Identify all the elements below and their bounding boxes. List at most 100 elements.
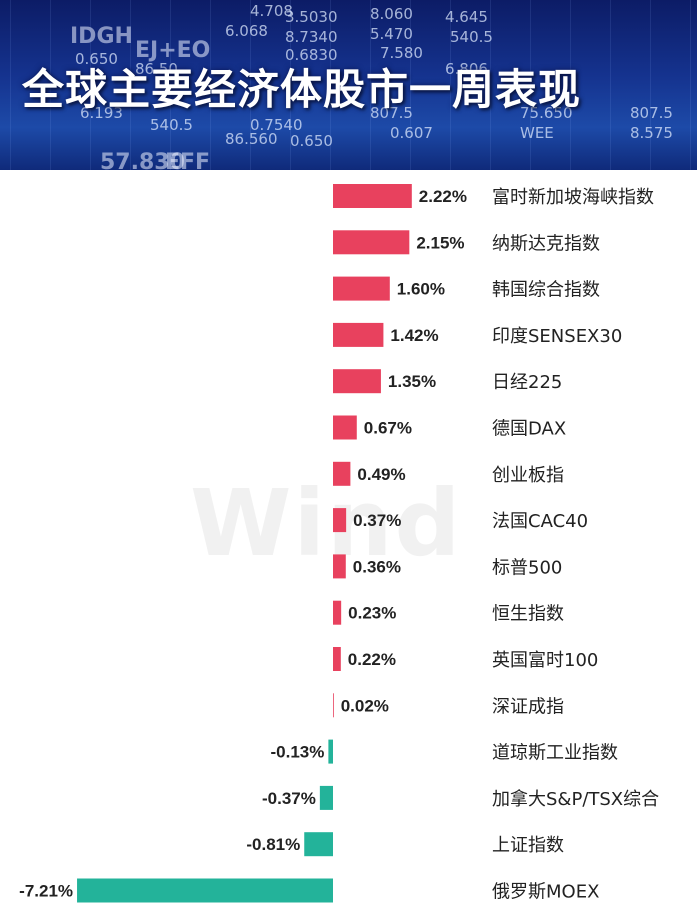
data-label: -7.21% — [19, 882, 73, 901]
bar — [333, 693, 334, 718]
grid-line — [410, 0, 411, 170]
wind-watermark: Wind — [190, 470, 463, 577]
bar — [333, 415, 357, 440]
category-label: 创业板指 — [492, 465, 564, 486]
grid-line — [130, 0, 131, 170]
grid-line — [90, 0, 91, 170]
bar — [333, 184, 412, 208]
data-label: -0.13% — [271, 743, 325, 762]
ticker-number: EJ+EO — [135, 38, 211, 63]
ticker-number: 4.708 — [250, 2, 293, 20]
ticker-number: 807.5 — [630, 104, 673, 122]
grid-line — [250, 0, 251, 170]
ticker-number: 7.580 — [380, 44, 423, 62]
bar — [333, 508, 347, 533]
ticker-number: 6.068 — [225, 22, 268, 40]
grid-line — [570, 0, 571, 170]
ticker-number: 8.575 — [630, 124, 673, 142]
category-label: 韩国综合指数 — [492, 280, 600, 301]
bar — [333, 230, 410, 255]
bar — [304, 832, 333, 857]
grid-line — [10, 0, 11, 170]
ticker-number: 0.607 — [390, 124, 433, 142]
category-label: 标普500 — [492, 557, 562, 578]
ticker-number: 3.5030 — [285, 8, 338, 26]
data-label: 0.23% — [348, 604, 396, 623]
ticker-number: 0.6830 — [285, 46, 338, 64]
data-label: 1.60% — [397, 280, 445, 299]
data-label: 0.36% — [353, 557, 401, 576]
header-banner: 4.708 6.068 8.060 5.470 3.5030 8.7340 0.6830 7.… — [0, 0, 697, 170]
ticker-number: 0.650 — [290, 132, 333, 150]
chart-area: Wind 2.22% 富时新加坡海峡指数 2.15% 纳斯达克指数 1.60% 韩国综合指… — [0, 170, 697, 908]
category-label: 英国富时100 — [492, 650, 598, 671]
grid-line — [170, 0, 171, 170]
category-label: 俄罗斯MOEX — [492, 882, 599, 903]
ticker-number: 75.650 — [520, 104, 573, 122]
data-label: 0.02% — [341, 696, 389, 715]
data-label: 2.22% — [419, 187, 467, 206]
grid-line — [330, 0, 331, 170]
grid-line — [290, 0, 291, 170]
data-label: 1.42% — [390, 326, 438, 345]
category-label: 法国CAC40 — [492, 511, 588, 532]
category-label: 恒生指数 — [492, 604, 564, 625]
data-label: 1.35% — [388, 372, 436, 391]
ticker-number: 0.7540 — [250, 116, 303, 134]
grid-line — [450, 0, 451, 170]
ticker-number: 540.5 — [150, 116, 193, 134]
grid-line — [690, 0, 691, 170]
bar — [77, 878, 333, 903]
ticker-number: 6.806 — [445, 60, 488, 78]
grid-line — [210, 0, 211, 170]
ticker-number: 540.5 — [450, 28, 493, 46]
ticker-number: 8.7340 — [285, 28, 338, 46]
grid-line — [370, 0, 371, 170]
ticker-number: 4.645 — [445, 8, 488, 26]
grid-line — [490, 0, 491, 170]
bar — [333, 554, 346, 579]
grid-line — [50, 0, 51, 170]
ticker-number: 6.193 — [80, 104, 123, 122]
category-label: 德国DAX — [492, 419, 566, 440]
bar — [333, 600, 342, 625]
ticker-number: 86.560 — [225, 130, 278, 148]
category-label: 日经225 — [492, 372, 562, 393]
category-label: 富时新加坡海峡指数 — [492, 187, 654, 208]
bar — [319, 785, 333, 810]
data-label: 2.15% — [416, 233, 464, 252]
data-label: 0.49% — [357, 465, 405, 484]
ticker-number: 5.470 — [370, 25, 413, 43]
grid-line — [650, 0, 651, 170]
ticker-number: 807.5 — [370, 104, 413, 122]
ticker-number: EFF — [165, 150, 211, 170]
data-label: -0.81% — [246, 835, 300, 854]
bar — [333, 276, 390, 301]
bar-chart: 2.22% 富时新加坡海峡指数 2.15% 纳斯达克指数 1.60% 韩国综合指数 1.42… — [19, 184, 659, 903]
bar — [328, 739, 333, 764]
ticker-number: 0.650 — [75, 50, 118, 68]
category-label: 深证成指 — [492, 696, 564, 717]
bar — [333, 647, 341, 671]
bar — [333, 322, 384, 347]
bar — [333, 369, 381, 394]
ticker-number: WEE — [520, 124, 554, 142]
page-title: 全球主要经济体股市一周表现 — [22, 65, 582, 114]
data-label: 0.37% — [353, 511, 401, 530]
grid-line — [610, 0, 611, 170]
category-label: 道琼斯工业指数 — [492, 743, 618, 764]
ticker-number: 86.50 — [135, 60, 178, 78]
grid-line — [530, 0, 531, 170]
ticker-number: IDGH — [70, 24, 133, 49]
category-label: 印度SENSEX30 — [492, 326, 622, 347]
ticker-background: 4.708 6.068 8.060 5.470 3.5030 8.7340 0.6830 7.… — [0, 0, 697, 170]
data-label: 0.22% — [348, 650, 396, 669]
bar — [333, 461, 351, 486]
data-label: 0.67% — [364, 419, 412, 438]
ticker-number: 8.060 — [370, 5, 413, 23]
data-label: -0.37% — [262, 789, 316, 808]
category-label: 纳斯达克指数 — [492, 233, 600, 254]
category-label: 加拿大S&P/TSX综合 — [492, 788, 659, 810]
ticker-number: 57.830 — [100, 150, 185, 170]
category-label: 上证指数 — [492, 835, 564, 856]
